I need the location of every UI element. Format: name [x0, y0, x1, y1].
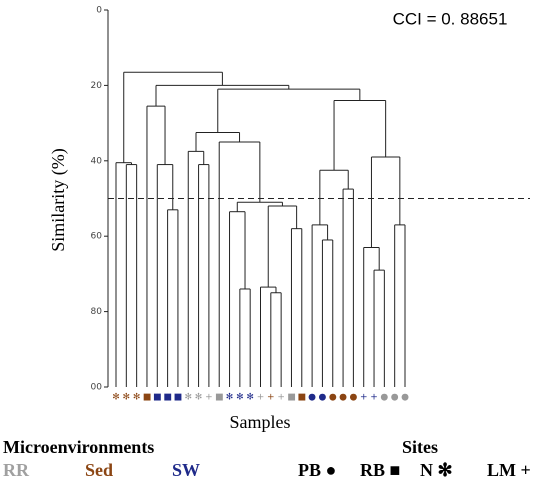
leaf-marker: ✻	[236, 393, 244, 403]
leaf-marker: ✻	[133, 393, 141, 403]
y-axis-label: Similarity (%)	[48, 148, 69, 251]
leaf-marker: +	[205, 393, 213, 403]
leaf-marker: ■	[163, 393, 172, 403]
legend-title: Microenvironments	[3, 437, 154, 457]
leaf-marker: ■	[143, 393, 152, 403]
legend-item: SW	[172, 460, 200, 480]
y-tick-label: 80	[91, 307, 103, 317]
y-tick-label: 00	[91, 383, 103, 393]
leaf-marker: ■	[215, 393, 224, 403]
leaf-marker: ✻	[123, 393, 131, 403]
legend-item: N ✻	[420, 460, 453, 480]
leaf-marker: +	[257, 393, 265, 403]
legend-item: Sed	[85, 460, 113, 480]
y-tick-label: 40	[91, 156, 103, 166]
leaf-marker: ■	[153, 393, 162, 403]
leaf-marker: +	[267, 393, 275, 403]
y-tick-label: 60	[91, 232, 103, 242]
leaf-marker: ●	[339, 393, 347, 403]
leaf-marker: +	[370, 393, 378, 403]
x-axis-label: Samples	[230, 412, 291, 432]
leaf-marker: ●	[380, 393, 388, 403]
legend-item: LM +	[487, 460, 531, 480]
leaf-marker: ✻	[226, 393, 234, 403]
y-tick-label: 0	[96, 6, 102, 16]
leaf-marker: ●	[308, 393, 316, 403]
legend-item: RB ■	[360, 460, 400, 480]
leaf-marker: ●	[318, 393, 326, 403]
leaf-marker: ✻	[184, 393, 192, 403]
legend-item: RR	[3, 460, 30, 480]
leaf-marker: ●	[401, 393, 409, 403]
leaf-marker: ✻	[246, 393, 254, 403]
legend-item: PB ●	[298, 460, 336, 480]
leaf-marker: ✻	[112, 393, 120, 403]
annotation: CCI = 0. 88651	[393, 9, 508, 28]
leaf-marker: ●	[349, 393, 357, 403]
leaf-marker: ■	[287, 393, 296, 403]
leaf-marker: ●	[391, 393, 399, 403]
legend-title: Sites	[402, 437, 438, 457]
y-tick-label: 20	[91, 81, 103, 91]
leaf-marker: +	[277, 393, 285, 403]
leaf-marker: ●	[329, 393, 337, 403]
leaf-marker: +	[360, 393, 368, 403]
leaf-marker: ■	[174, 393, 183, 403]
leaf-marker: ■	[298, 393, 307, 403]
leaf-marker: ✻	[195, 393, 203, 403]
